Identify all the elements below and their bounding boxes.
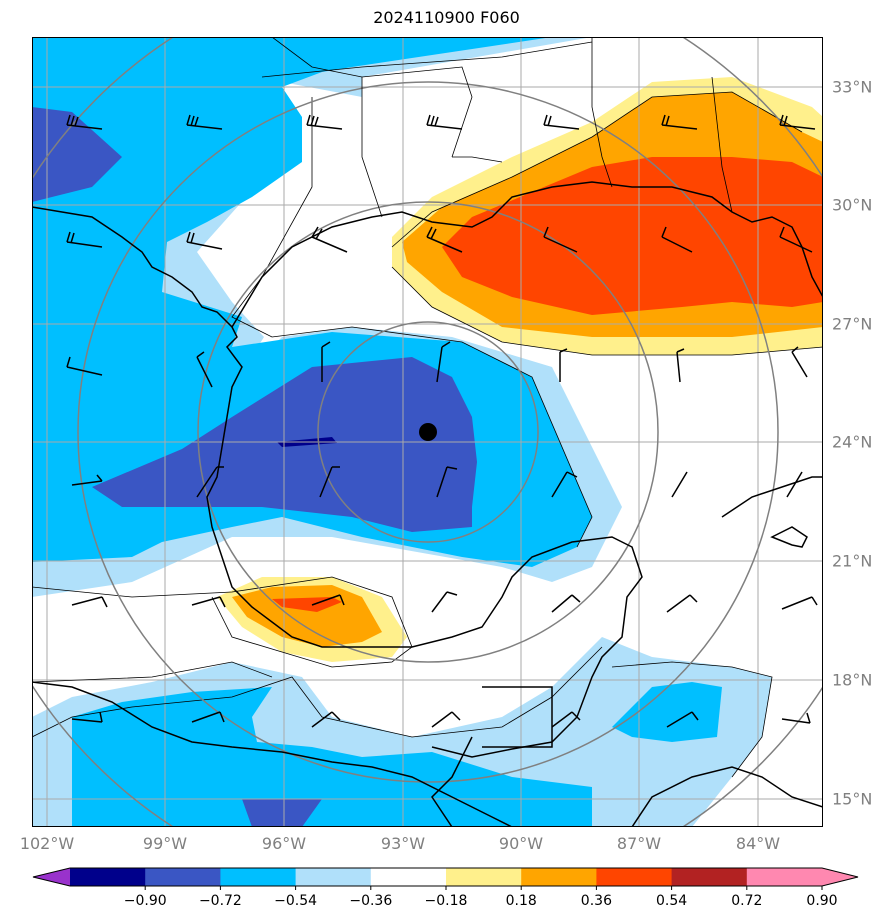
state-borders bbox=[271, 37, 733, 218]
coastlines-borders bbox=[32, 181, 823, 827]
colorbar-tick-label: −0.18 bbox=[424, 893, 468, 909]
colorbar bbox=[32, 867, 859, 890]
colorbar-segment bbox=[446, 868, 522, 886]
map-title: 2024110900 F060 bbox=[373, 8, 520, 27]
colorbar-outline bbox=[32, 867, 859, 887]
shading-orange-red-ne bbox=[442, 157, 823, 315]
colorbar-tick-label: 0.90 bbox=[806, 893, 838, 909]
gridlines bbox=[32, 37, 823, 827]
lon-label-84w: 84°W bbox=[735, 834, 781, 853]
lat-label-24n: 24°N bbox=[832, 432, 873, 452]
colorbar-segment bbox=[596, 868, 673, 886]
colorbar-segment bbox=[521, 868, 597, 886]
colorbar-tick-label: −0.54 bbox=[274, 893, 318, 909]
colorbar-segment bbox=[295, 868, 372, 886]
lon-label-90w: 90°W bbox=[498, 834, 544, 853]
colorbar-segment bbox=[370, 868, 447, 886]
colorbar-segment bbox=[70, 868, 146, 886]
lon-label-99w: 99°W bbox=[142, 834, 188, 853]
lon-label-87w: 87°W bbox=[616, 834, 662, 853]
lat-label-15n: 15°N bbox=[832, 789, 873, 809]
lat-label-33n: 33°N bbox=[832, 77, 873, 97]
lon-label-102w: 102°W bbox=[19, 834, 75, 853]
colorbar-extension-low bbox=[33, 868, 70, 886]
colorbar-tick-label: −0.90 bbox=[123, 893, 167, 909]
shading-blue-south bbox=[72, 687, 592, 827]
shading-deep-blue-south bbox=[242, 799, 322, 827]
colorbar-segment bbox=[145, 868, 221, 886]
range-rings bbox=[32, 37, 823, 827]
colorbar-tick-label: 0.72 bbox=[731, 893, 763, 909]
lat-label-21n: 21°N bbox=[832, 551, 873, 571]
colorbar-tick-label: 0.18 bbox=[505, 893, 537, 909]
lon-label-93w: 93°W bbox=[380, 834, 426, 853]
colorbar-tick-label: 0.54 bbox=[656, 893, 688, 909]
colorbar-segment bbox=[671, 868, 748, 886]
colorbar-tick-label: −0.72 bbox=[198, 893, 242, 909]
colorbar-tick-label: 0.36 bbox=[580, 893, 612, 909]
wind-barbs bbox=[66, 114, 818, 728]
shading-deep-blue-nw bbox=[32, 107, 122, 202]
shading-orange-campeche bbox=[232, 585, 382, 647]
map-panel bbox=[32, 37, 823, 827]
colorbar-segment bbox=[220, 868, 297, 886]
lat-label-18n: 18°N bbox=[832, 670, 873, 690]
lon-label-96w: 96°W bbox=[261, 834, 307, 853]
colorbar-extension-high bbox=[822, 868, 858, 886]
lat-label-30n: 30°N bbox=[832, 195, 873, 215]
contour-lines bbox=[32, 41, 823, 778]
colorbar-tick-label: −0.36 bbox=[349, 893, 393, 909]
storm-center-marker bbox=[419, 423, 437, 441]
lat-label-27n: 27°N bbox=[832, 314, 873, 334]
colorbar-segment bbox=[746, 868, 823, 886]
